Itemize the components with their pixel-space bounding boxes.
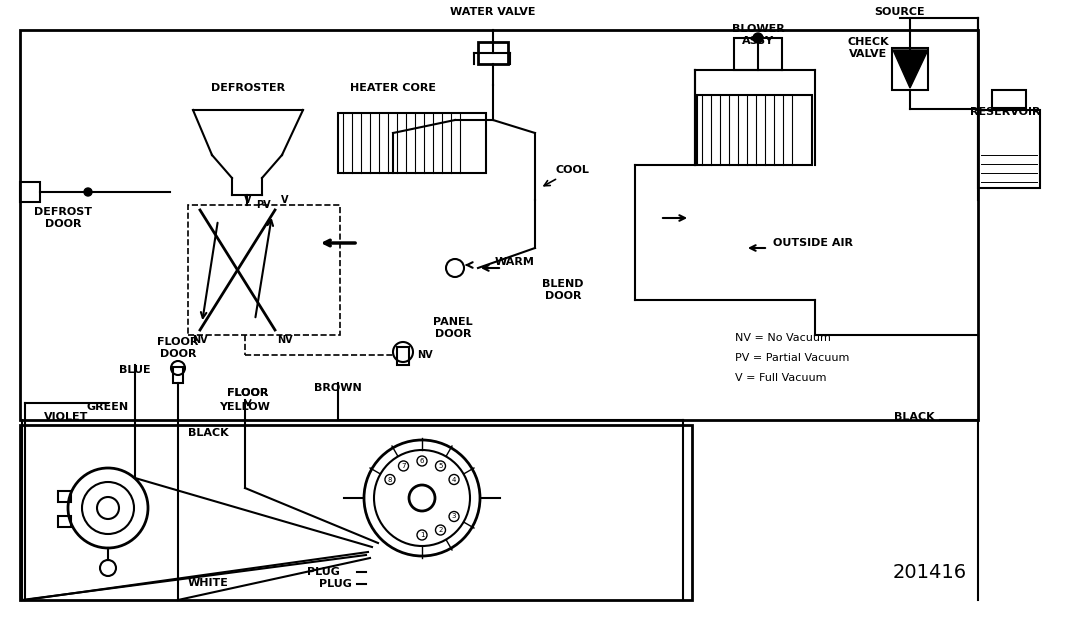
Text: 4: 4: [452, 476, 456, 483]
Circle shape: [393, 342, 413, 362]
Circle shape: [68, 468, 148, 548]
Text: CHECK
VALVE: CHECK VALVE: [848, 37, 889, 59]
Circle shape: [97, 497, 119, 519]
Bar: [338, 113, 486, 173]
Bar: [478, 42, 508, 64]
Text: OUTSIDE AIR: OUTSIDE AIR: [773, 238, 853, 248]
Text: BROWN: BROWN: [315, 383, 362, 393]
Text: V: V: [281, 195, 289, 205]
Circle shape: [374, 450, 470, 546]
Bar: [21, 182, 40, 202]
Circle shape: [171, 361, 185, 375]
Text: PV = Partial Vacuum: PV = Partial Vacuum: [735, 353, 850, 363]
Text: DEFROSTER: DEFROSTER: [211, 83, 285, 93]
Text: 1: 1: [419, 532, 424, 538]
Bar: [397, 347, 409, 365]
Text: NV: NV: [417, 350, 432, 360]
Text: RESERVOIR: RESERVOIR: [970, 107, 1040, 117]
Text: NV: NV: [277, 335, 293, 345]
Text: 7: 7: [401, 463, 405, 469]
Text: BLUE: BLUE: [119, 365, 151, 375]
Text: NV = No Vacuum: NV = No Vacuum: [735, 333, 831, 343]
Text: HEATER CORE: HEATER CORE: [350, 83, 436, 93]
Bar: [173, 367, 183, 383]
Circle shape: [101, 560, 116, 576]
Bar: [21, 425, 692, 600]
Text: SOURCE: SOURCE: [875, 7, 925, 17]
Text: DEFROST
DOOR: DEFROST DOOR: [34, 207, 92, 229]
Circle shape: [449, 511, 459, 521]
Circle shape: [82, 482, 134, 534]
Circle shape: [417, 530, 427, 540]
Text: 8: 8: [388, 476, 392, 483]
Bar: [978, 110, 1040, 188]
Text: PV: PV: [256, 200, 270, 210]
Text: BLEND
DOOR: BLEND DOOR: [543, 279, 584, 301]
Circle shape: [84, 188, 92, 196]
Text: 6: 6: [419, 458, 424, 464]
Circle shape: [753, 33, 763, 43]
Text: BLOWER
ASSY: BLOWER ASSY: [732, 24, 785, 46]
Text: V: V: [244, 195, 252, 205]
Text: 201416: 201416: [893, 562, 967, 582]
Circle shape: [449, 475, 459, 485]
Bar: [188, 205, 341, 335]
Polygon shape: [893, 50, 927, 88]
Bar: [734, 38, 782, 70]
Text: PLUG: PLUG: [319, 579, 351, 589]
Text: BLACK: BLACK: [188, 428, 228, 438]
Circle shape: [399, 461, 409, 471]
Bar: [58, 491, 71, 502]
Text: FLOOR: FLOOR: [227, 388, 269, 398]
Circle shape: [446, 259, 464, 277]
Text: WHITE: WHITE: [188, 578, 228, 588]
Text: 2: 2: [438, 527, 443, 533]
Bar: [892, 48, 927, 90]
Bar: [697, 95, 812, 165]
Text: YELLOW: YELLOW: [219, 402, 270, 412]
Text: WARM: WARM: [495, 257, 535, 267]
Text: COOL: COOL: [555, 165, 589, 175]
Text: FLOOR: FLOOR: [227, 388, 269, 398]
Circle shape: [436, 525, 445, 535]
Text: 3: 3: [452, 514, 456, 519]
Circle shape: [385, 475, 395, 485]
Text: 5: 5: [438, 463, 443, 469]
Text: WATER VALVE: WATER VALVE: [451, 7, 536, 17]
Text: FLOOR
DOOR: FLOOR DOOR: [158, 337, 199, 359]
Circle shape: [409, 485, 435, 511]
Text: VIOLET: VIOLET: [44, 412, 89, 422]
Text: PLUG: PLUG: [307, 567, 339, 577]
Text: V = Full Vacuum: V = Full Vacuum: [735, 373, 827, 383]
Circle shape: [364, 440, 480, 556]
Bar: [992, 90, 1026, 108]
Bar: [58, 516, 71, 527]
Text: GREEN: GREEN: [86, 402, 129, 412]
Text: NV: NV: [192, 335, 208, 345]
Text: BLACK: BLACK: [894, 412, 935, 422]
Bar: [21, 30, 978, 420]
Text: PANEL
DOOR: PANEL DOOR: [433, 317, 472, 339]
Circle shape: [417, 456, 427, 466]
Circle shape: [436, 461, 445, 471]
